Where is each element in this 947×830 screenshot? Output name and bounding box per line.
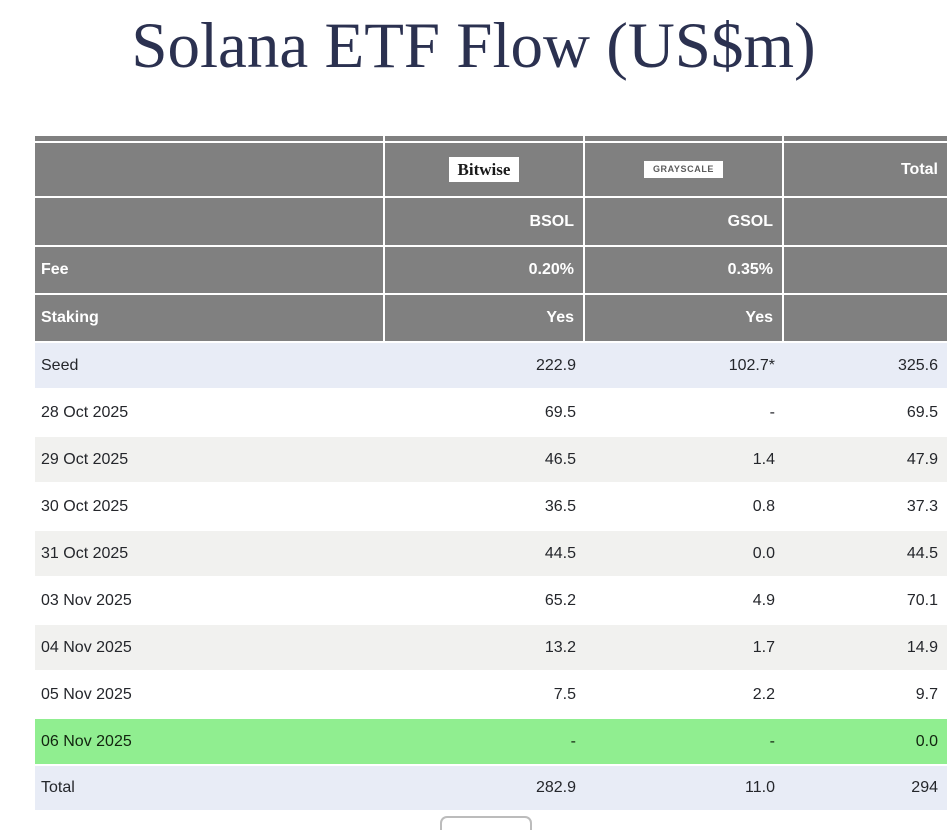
gsol-value-cell: 4.9 (752, 591, 775, 609)
row-label-cell: Staking (35, 295, 385, 341)
total-value-cell (784, 295, 947, 341)
row-label-cell: 28 Oct 2025 (41, 403, 129, 421)
meta-rows: Fee 0.20% 0.35% Staking Yes Yes (35, 247, 947, 341)
total-column-header: Total (784, 143, 947, 196)
gsol-value-cell: - (769, 403, 775, 421)
etf-flow-table: Bitwise GRAYSCALE Total BSOL GSOL Fee 0.2… (35, 136, 947, 812)
bsol-value-cell: Yes (385, 295, 585, 341)
row-label-cell: 29 Oct 2025 (41, 450, 129, 468)
row-label-cell: 31 Oct 2025 (41, 544, 129, 562)
bsol-value-cell: 13.2 (544, 638, 576, 656)
row-label-cell: 03 Nov 2025 (41, 591, 132, 609)
grayscale-logo: GRAYSCALE (643, 161, 724, 178)
row-label-cell: Fee (35, 247, 385, 293)
strip-cell (35, 136, 385, 141)
bsol-value-cell: 0.20% (385, 247, 585, 293)
gsol-value-cell: 1.7 (752, 638, 775, 656)
row-total: Total 282.9 11.0 294 (35, 766, 947, 810)
gsol-value-cell: 2.2 (752, 685, 775, 703)
strip-cell (784, 136, 947, 141)
gsol-value-cell: 102.7* (728, 356, 775, 374)
total-value-cell: 0.0 (915, 732, 938, 750)
bsol-value-cell: 69.5 (544, 403, 576, 421)
page-title: Solana ETF Flow (US$m) (131, 10, 816, 82)
gsol-ticker-header: GSOL (585, 198, 784, 245)
total-value-cell: 9.7 (915, 685, 938, 703)
bsol-value-cell: 7.5 (553, 685, 576, 703)
empty-header-cell (35, 198, 385, 245)
bsol-value-cell: - (570, 732, 576, 750)
gsol-value-cell: 11.0 (745, 779, 775, 796)
total-value-cell: 14.9 (906, 638, 938, 656)
ticker-row: BSOL GSOL (35, 198, 947, 245)
empty-header-cell (35, 143, 385, 196)
bsol-value-cell: 282.9 (535, 779, 576, 796)
gsol-value-cell: 1.4 (752, 450, 775, 468)
empty-header-cell (784, 198, 947, 245)
table-top-strip (35, 136, 947, 141)
total-value-cell: 325.6 (897, 356, 938, 374)
bsol-value-cell: 222.9 (535, 356, 576, 374)
row-31-oct-2025: 31 Oct 2025 44.5 0.0 44.5 (35, 531, 947, 576)
row-29-oct-2025: 29 Oct 2025 46.5 1.4 47.9 (35, 437, 947, 482)
partial-button[interactable] (440, 816, 532, 830)
total-value-cell: 37.3 (906, 497, 938, 515)
row-06-nov-2025: 06 Nov 2025 - - 0.0 (35, 719, 947, 764)
total-value-cell: 69.5 (906, 403, 938, 421)
row-03-nov-2025: 03 Nov 2025 65.2 4.9 70.1 (35, 578, 947, 623)
gsol-value-cell: 0.0 (752, 544, 775, 562)
total-value-cell: 47.9 (906, 450, 938, 468)
bsol-value-cell: 44.5 (544, 544, 576, 562)
row-30-oct-2025: 30 Oct 2025 36.5 0.8 37.3 (35, 484, 947, 529)
total-value-cell: 44.5 (906, 544, 938, 562)
row-label-cell: 06 Nov 2025 (41, 732, 132, 750)
row-label-cell: Total (41, 779, 75, 796)
row-04-nov-2025: 04 Nov 2025 13.2 1.7 14.9 (35, 625, 947, 670)
bsol-value-cell: 46.5 (544, 450, 576, 468)
bitwise-logo: Bitwise (448, 157, 520, 182)
issuer-logo-row: Bitwise GRAYSCALE Total (35, 143, 947, 196)
strip-cell (585, 136, 784, 141)
gsol-value-cell: 0.35% (585, 247, 784, 293)
row-seed: Seed 222.9 102.7* 325.6 (35, 343, 947, 388)
grayscale-header-cell: GRAYSCALE (585, 143, 784, 196)
row-label-cell: 30 Oct 2025 (41, 497, 129, 515)
total-value-cell (784, 247, 947, 293)
strip-cell (385, 136, 585, 141)
row-fee: Fee 0.20% 0.35% (35, 247, 947, 293)
row-label-cell: Seed (41, 356, 79, 374)
bsol-value-cell: 65.2 (544, 591, 576, 609)
bitwise-header-cell: Bitwise (385, 143, 585, 196)
row-05-nov-2025: 05 Nov 2025 7.5 2.2 9.7 (35, 672, 947, 717)
gsol-value-cell: Yes (585, 295, 784, 341)
gsol-value-cell: 0.8 (752, 497, 775, 515)
bsol-value-cell: 36.5 (544, 497, 576, 515)
total-value-cell: 294 (911, 779, 938, 796)
row-label-cell: 04 Nov 2025 (41, 638, 132, 656)
bsol-ticker-header: BSOL (385, 198, 585, 245)
data-rows: Seed 222.9 102.7* 325.6 28 Oct 2025 69.5 - 69.5… (35, 343, 947, 810)
row-staking: Staking Yes Yes (35, 295, 947, 341)
gsol-value-cell: - (769, 732, 775, 750)
row-label-cell: 05 Nov 2025 (41, 685, 132, 703)
total-value-cell: 70.1 (906, 591, 938, 609)
row-28-oct-2025: 28 Oct 2025 69.5 - 69.5 (35, 390, 947, 435)
